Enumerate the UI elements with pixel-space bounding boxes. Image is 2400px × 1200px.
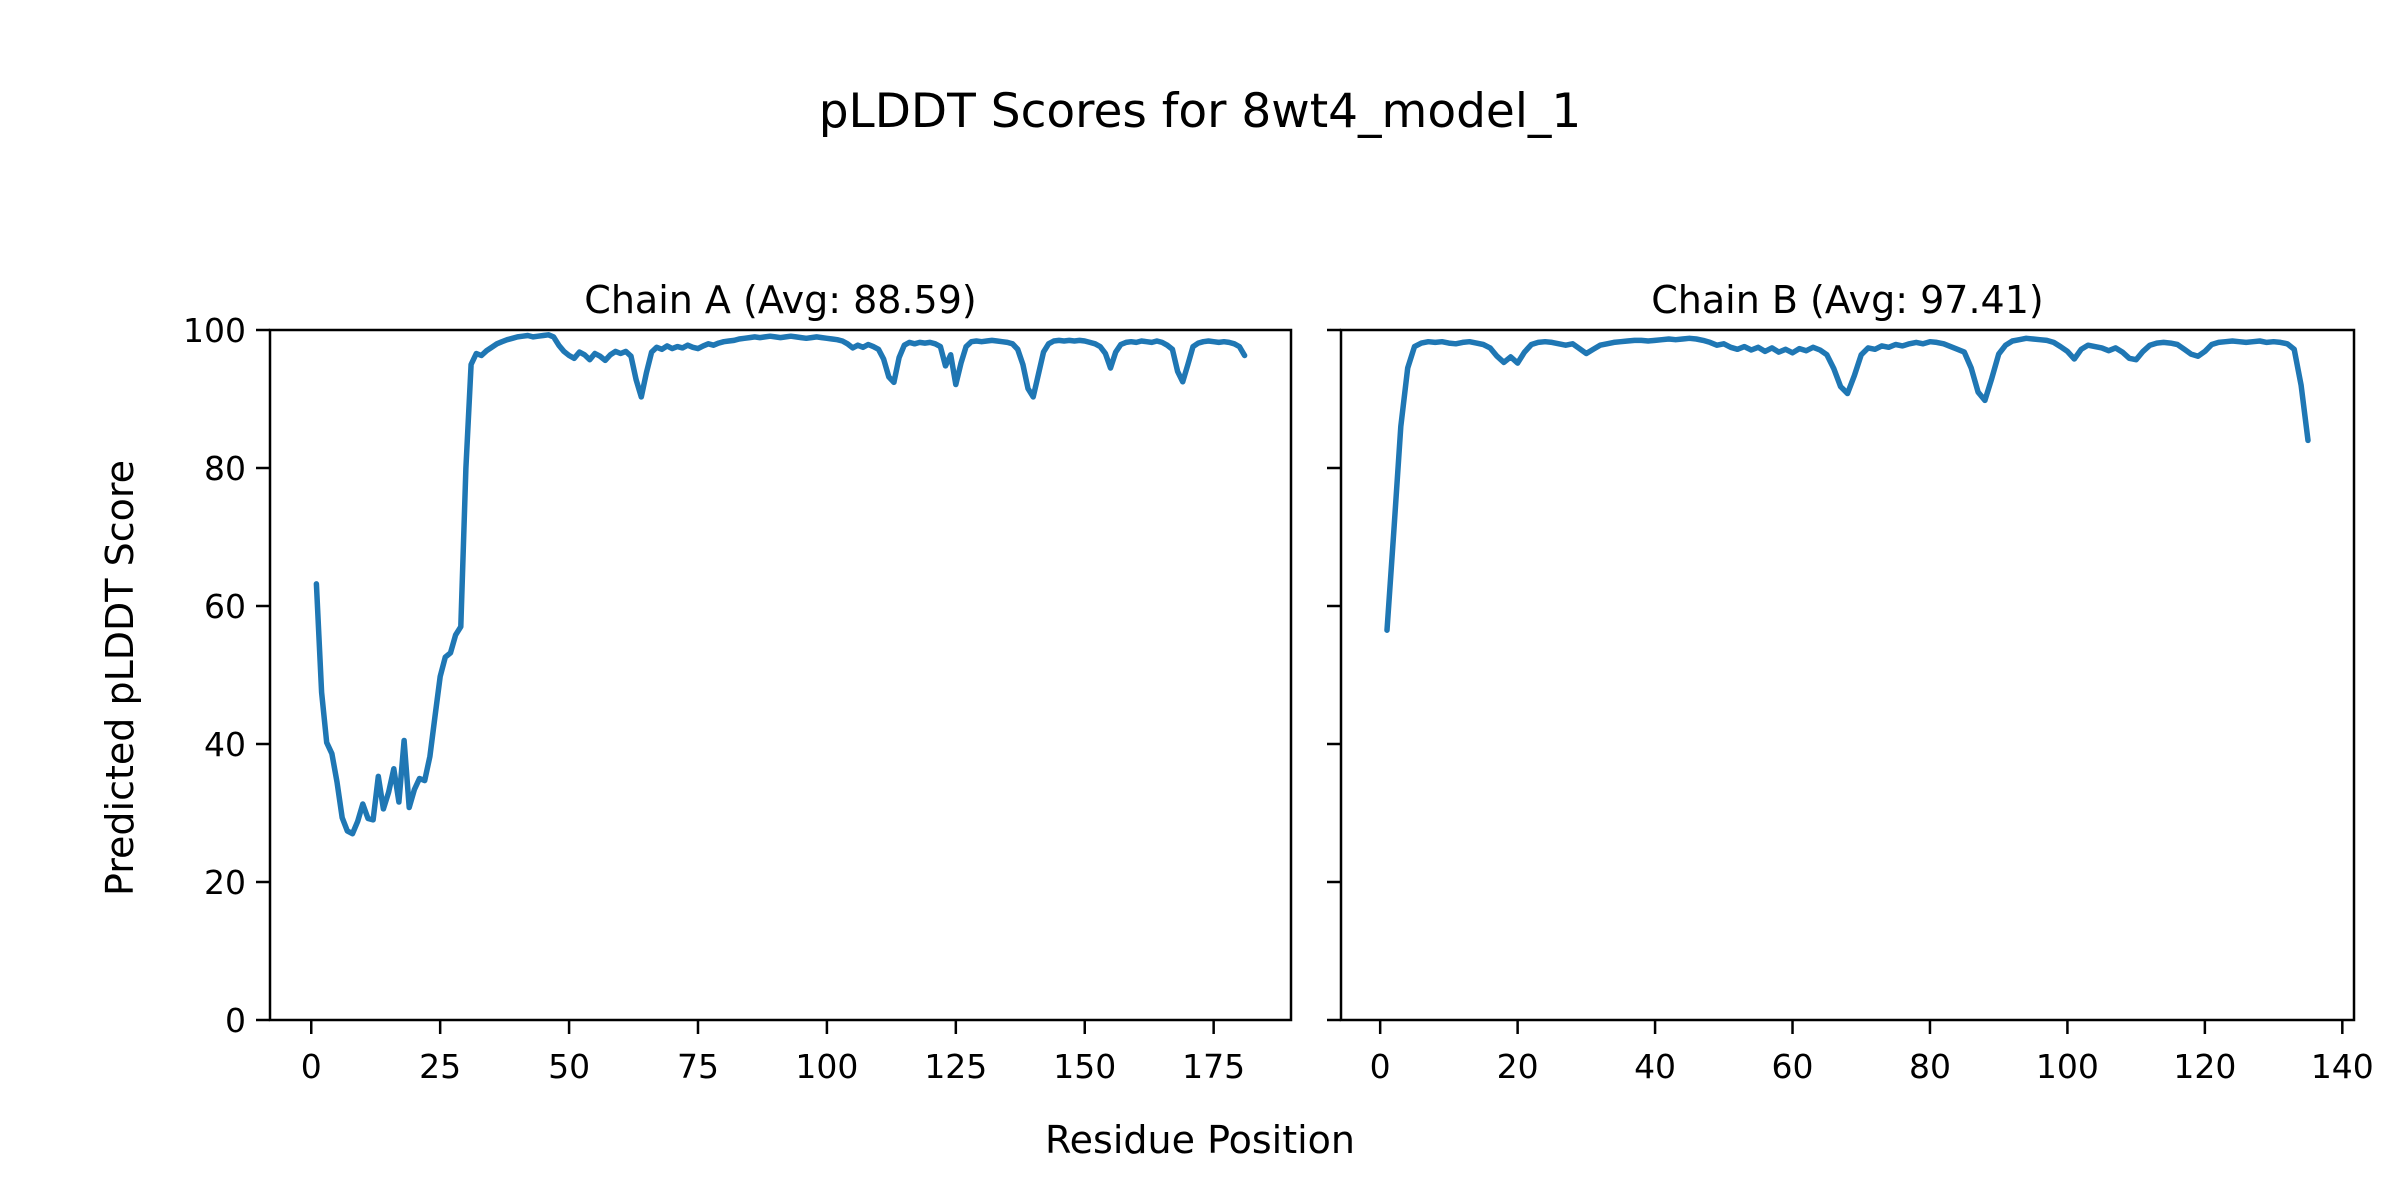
chain-b-axes-frame xyxy=(1339,328,2356,1022)
chain-a-y-tick-label: 60 xyxy=(204,587,246,626)
chain-a-y-tick-label: 100 xyxy=(183,311,246,350)
chain-a-x-tick-label: 75 xyxy=(677,1047,719,1086)
chain-a-x-tick-label: 100 xyxy=(795,1047,858,1086)
chain-b-x-tick-label: 80 xyxy=(1909,1047,1951,1086)
y-axis-label: Predicted pLDDT Score xyxy=(98,460,142,896)
x-axis-label: Residue Position xyxy=(1044,1118,1356,1162)
chain-a-subplot-title: Chain A (Avg: 88.59) xyxy=(584,278,977,322)
chain-b-x-tick-label: 0 xyxy=(1370,1047,1391,1086)
chain-a-x-tick-label: 50 xyxy=(548,1047,590,1086)
chain-b-plddt-line xyxy=(1384,335,2311,633)
chain-a-x-tick-label: 175 xyxy=(1182,1047,1245,1086)
chain-a-y-tick-label: 80 xyxy=(204,449,246,488)
chain-a-plddt-line xyxy=(313,332,1248,837)
chain-a-y-tick-label: 0 xyxy=(225,1001,246,1040)
chain-a-y-tick-label: 20 xyxy=(204,863,246,902)
chain-b-x-tick-label: 140 xyxy=(2311,1047,2374,1086)
chain-a-axes-frame xyxy=(268,328,1293,1022)
chain-b-x-tick-label: 60 xyxy=(1772,1047,1814,1086)
chain-a-x-tick-label: 0 xyxy=(301,1047,322,1086)
figure-title: pLDDT Scores for 8wt4_model_1 xyxy=(818,84,1582,139)
chain-a-x-tick-label: 25 xyxy=(419,1047,461,1086)
chain-b-x-tick-label: 120 xyxy=(2173,1047,2236,1086)
chain-b-x-tick-label: 20 xyxy=(1497,1047,1539,1086)
chain-a-x-tick-label: 125 xyxy=(924,1047,987,1086)
chain-a-y-tick-label: 40 xyxy=(204,725,246,764)
chain-b-subplot-title: Chain B (Avg: 97.41) xyxy=(1651,278,2044,322)
chain-b-x-tick-label: 40 xyxy=(1634,1047,1676,1086)
chain-a-x-tick-label: 150 xyxy=(1053,1047,1116,1086)
chain-b-x-tick-label: 100 xyxy=(2036,1047,2099,1086)
